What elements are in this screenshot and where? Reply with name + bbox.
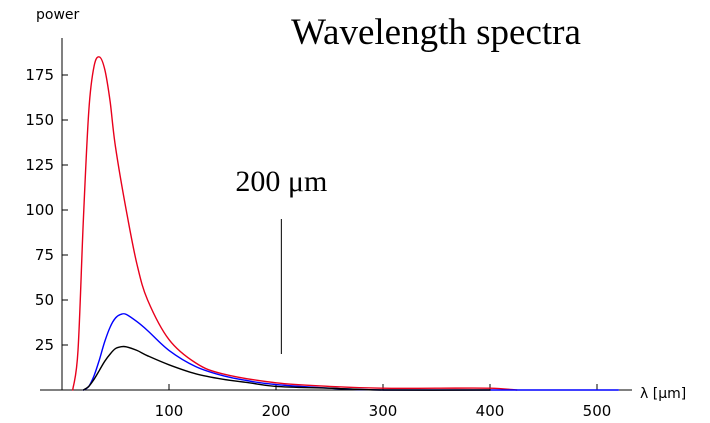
series-layer xyxy=(72,56,620,391)
y-axis-label: power xyxy=(36,7,80,23)
annotation-label: 200 μm xyxy=(235,165,327,198)
y-tick-label: 100 xyxy=(25,201,54,219)
x-axis-label: λ [μm] xyxy=(640,386,686,402)
y-tick-label: 25 xyxy=(35,336,54,354)
x-tick-label: 500 xyxy=(583,402,612,420)
ticks-layer: 100 200 300 400 500 25 50 75 100 125 150 175 xyxy=(25,66,611,420)
series-line-1 xyxy=(82,313,620,391)
x-tick-label: 300 xyxy=(369,402,398,420)
y-tick-label: 150 xyxy=(25,111,54,129)
x-tick-label: 400 xyxy=(476,402,505,420)
y-tick-label: 175 xyxy=(25,66,54,84)
x-tick-label: 100 xyxy=(155,402,184,420)
y-tick-label: 75 xyxy=(35,246,54,264)
chart-title: Wavelength spectra xyxy=(291,12,581,53)
y-tick-label: 125 xyxy=(25,156,54,174)
series-line-2 xyxy=(82,345,491,391)
x-tick-label: 200 xyxy=(262,402,291,420)
series-line-0 xyxy=(72,56,518,391)
y-tick-label: 50 xyxy=(35,291,54,309)
annotation-layer: 200 μm xyxy=(235,165,327,354)
